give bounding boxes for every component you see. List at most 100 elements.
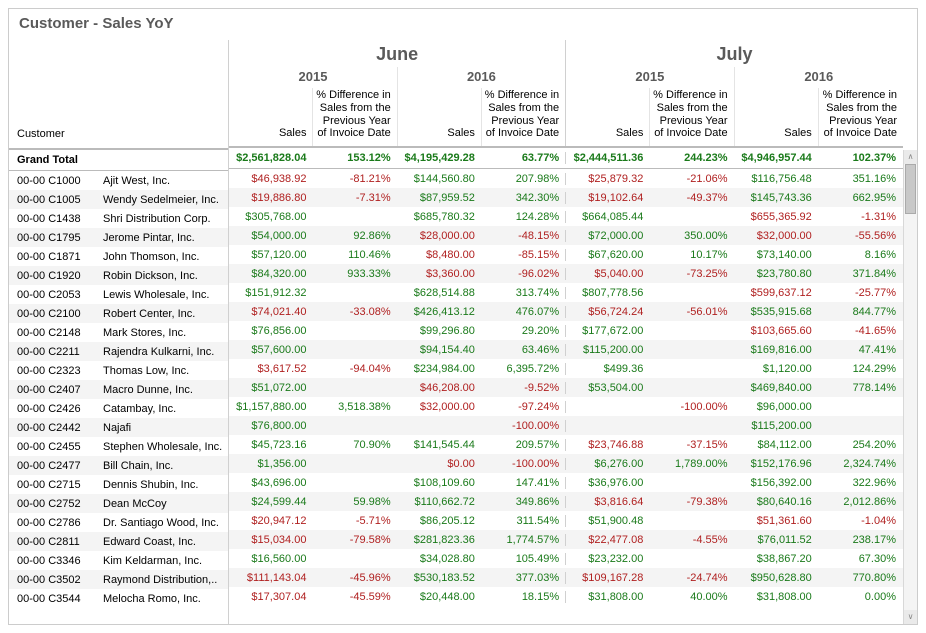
table-row-header[interactable]: 00-00 C2100Robert Center, Inc. xyxy=(9,304,228,323)
customer-name: Najafi xyxy=(103,422,222,434)
data-cell: 105.49% xyxy=(482,553,566,565)
data-cell: -56.01% xyxy=(650,306,734,318)
data-cell: -96.02% xyxy=(482,268,566,280)
data-cell: $177,672.00 xyxy=(566,325,650,337)
table-row-header[interactable]: 00-00 C1871John Thomson, Inc. xyxy=(9,247,228,266)
table-row-header[interactable]: 00-00 C2426Catambay, Inc. xyxy=(9,399,228,418)
year-header[interactable]: 2015 xyxy=(229,67,397,88)
data-cell: $31,808.00 xyxy=(566,591,650,603)
grand-total-row-header[interactable]: Grand Total xyxy=(9,150,228,171)
table-row-header[interactable]: 00-00 C1438Shri Distribution Corp. xyxy=(9,209,228,228)
vertical-scrollbar[interactable]: ∧ ∨ xyxy=(903,150,917,624)
pct-diff-header[interactable]: % Difference in Sales from the Previous … xyxy=(482,88,566,146)
scroll-track[interactable] xyxy=(904,164,917,610)
data-cell: -94.04% xyxy=(313,363,397,375)
customer-name: Wendy Sedelmeier, Inc. xyxy=(103,194,222,206)
data-cell: $57,120.00 xyxy=(229,249,313,261)
table-row-header[interactable]: 00-00 C2323Thomas Low, Inc. xyxy=(9,361,228,380)
table-row-header[interactable]: 00-00 C3346Kim Keldarman, Inc. xyxy=(9,551,228,570)
data-cell: $144,560.80 xyxy=(398,173,482,185)
customer-code: 00-00 C1000 xyxy=(17,175,103,187)
data-cell: -55.56% xyxy=(819,230,903,242)
customer-name: Ajit West, Inc. xyxy=(103,175,222,187)
data-cell: -100.00% xyxy=(482,458,566,470)
data-cell: -33.08% xyxy=(313,306,397,318)
data-cell: $3,360.00 xyxy=(398,268,482,280)
year-header[interactable]: 2016 xyxy=(735,67,903,88)
customer-code: 00-00 C2426 xyxy=(17,403,103,415)
sales-header[interactable]: Sales xyxy=(229,88,313,146)
data-cell: -79.38% xyxy=(650,496,734,508)
year-header[interactable]: 2015 xyxy=(566,67,734,88)
data-cell: 147.41% xyxy=(482,477,566,489)
data-cell: $469,840.00 xyxy=(735,382,819,394)
data-cell: $19,102.64 xyxy=(566,192,650,204)
table-row-header[interactable]: 00-00 C3502Raymond Distribution,.. xyxy=(9,570,228,589)
data-cell: $2,561,828.04 xyxy=(229,152,313,164)
data-cell: $36,976.00 xyxy=(566,477,650,489)
sales-header[interactable]: Sales xyxy=(398,88,482,146)
data-cell: $23,232.00 xyxy=(566,553,650,565)
table-row-header[interactable]: 00-00 C2148Mark Stores, Inc. xyxy=(9,323,228,342)
sales-header[interactable]: Sales xyxy=(735,88,819,146)
table-row-header[interactable]: 00-00 C2455Stephen Wholesale, Inc. xyxy=(9,437,228,456)
pct-diff-header[interactable]: % Difference in Sales from the Previous … xyxy=(313,88,397,146)
customer-code: 00-00 C2100 xyxy=(17,308,103,320)
data-cell: $84,112.00 xyxy=(735,439,819,451)
data-cell: -73.25% xyxy=(650,268,734,280)
customer-name: Shri Distribution Corp. xyxy=(103,213,222,225)
data-cell: $54,000.00 xyxy=(229,230,313,242)
customer-column-header[interactable]: Customer xyxy=(9,40,228,150)
customer-code: 00-00 C2786 xyxy=(17,517,103,529)
table-row-header[interactable]: 00-00 C3544Melocha Romo, Inc. xyxy=(9,589,228,608)
data-cell: 244.23% xyxy=(650,152,734,164)
table-row-header[interactable]: 00-00 C2715Dennis Shubin, Inc. xyxy=(9,475,228,494)
data-cell: $22,477.08 xyxy=(566,534,650,546)
report-title: Customer - Sales YoY xyxy=(9,9,917,40)
table-row-header[interactable]: 00-00 C2477Bill Chain, Inc. xyxy=(9,456,228,475)
table-row-header[interactable]: 00-00 C2811Edward Coast, Inc. xyxy=(9,532,228,551)
data-cell: $807,778.56 xyxy=(566,287,650,299)
table-row-header[interactable]: 00-00 C2053Lewis Wholesale, Inc. xyxy=(9,285,228,304)
table-row-header[interactable]: 00-00 C1000Ajit West, Inc. xyxy=(9,171,228,190)
year-header[interactable]: 2016 xyxy=(398,67,566,88)
customer-name: Kim Keldarman, Inc. xyxy=(103,555,222,567)
scroll-down-arrow[interactable]: ∨ xyxy=(904,610,917,624)
table-row-header[interactable]: 00-00 C2407Macro Dunne, Inc. xyxy=(9,380,228,399)
table-row-header[interactable]: 00-00 C2752Dean McCoy xyxy=(9,494,228,513)
table-row-header[interactable]: 00-00 C1795Jerome Pintar, Inc. xyxy=(9,228,228,247)
table-row: $57,120.00110.46%$8,480.00-85.15%$67,620… xyxy=(229,245,903,264)
data-cell: $25,879.32 xyxy=(566,173,650,185)
month-header[interactable]: June xyxy=(229,40,566,67)
customer-name: Dean McCoy xyxy=(103,498,222,510)
table-row-header[interactable]: 00-00 C1920Robin Dickson, Inc. xyxy=(9,266,228,285)
table-row-header[interactable]: 00-00 C2442Najafi xyxy=(9,418,228,437)
sales-header[interactable]: Sales xyxy=(566,88,650,146)
data-cell: -9.52% xyxy=(482,382,566,394)
pct-diff-header[interactable]: % Difference in Sales from the Previous … xyxy=(819,88,903,146)
scroll-thumb[interactable] xyxy=(905,164,916,214)
data-cell: -100.00% xyxy=(482,420,566,432)
data-cell: 29.20% xyxy=(482,325,566,337)
customer-name: Robert Center, Inc. xyxy=(103,308,222,320)
customer-name: Rajendra Kulkarni, Inc. xyxy=(103,346,222,358)
data-cell: 311.54% xyxy=(482,515,566,527)
data-cell: $76,800.00 xyxy=(229,420,313,432)
customer-code: 00-00 C2148 xyxy=(17,327,103,339)
customer-code: 00-00 C1005 xyxy=(17,194,103,206)
data-cell: $1,157,880.00 xyxy=(229,401,313,413)
table-row-header[interactable]: 00-00 C2786Dr. Santiago Wood, Inc. xyxy=(9,513,228,532)
scroll-up-arrow[interactable]: ∧ xyxy=(904,150,917,164)
data-cell: 351.16% xyxy=(819,173,903,185)
data-cell: 110.46% xyxy=(313,249,397,261)
data-cell: $115,200.00 xyxy=(566,344,650,356)
table-row-header[interactable]: 00-00 C2211Rajendra Kulkarni, Inc. xyxy=(9,342,228,361)
month-header[interactable]: July xyxy=(566,40,903,67)
pct-diff-header[interactable]: % Difference in Sales from the Previous … xyxy=(650,88,734,146)
data-cell: 92.86% xyxy=(313,230,397,242)
table-row: $3,617.52-94.04%$234,984.006,395.72%$499… xyxy=(229,359,903,378)
column-headers: JuneJuly 2015201620152016 Sales% Differe… xyxy=(229,40,903,148)
data-cell: $28,000.00 xyxy=(398,230,482,242)
table-row-header[interactable]: 00-00 C1005Wendy Sedelmeier, Inc. xyxy=(9,190,228,209)
table-row: $1,356.00$0.00-100.00%$6,276.001,789.00%… xyxy=(229,454,903,473)
